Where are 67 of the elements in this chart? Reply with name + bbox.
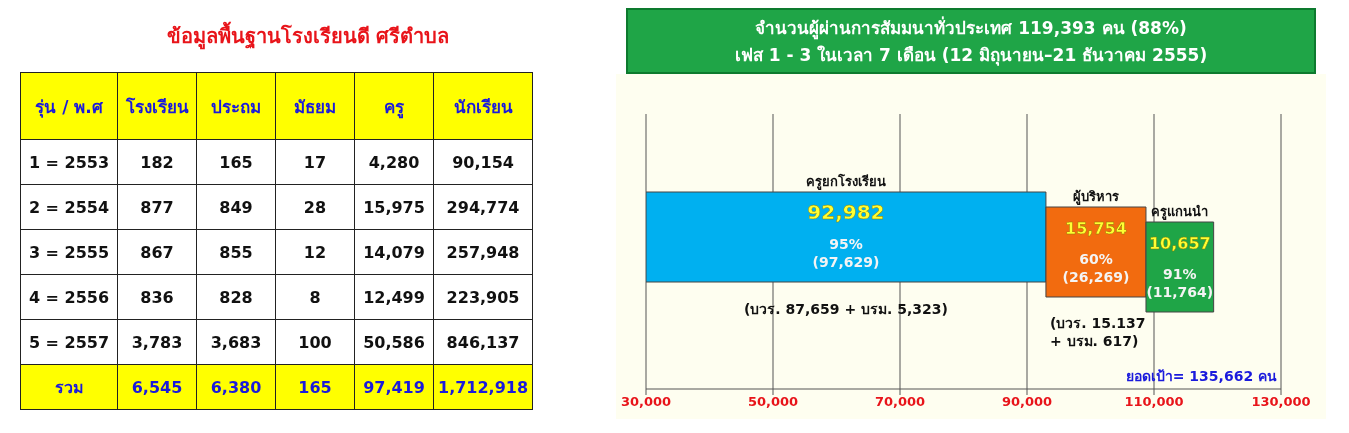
text: 855 <box>219 242 253 262</box>
text: 828 <box>219 287 253 307</box>
text: 223,905 <box>446 287 520 307</box>
text: 4,280 <box>368 152 420 172</box>
text: 182 <box>140 152 174 172</box>
text: 846,137 <box>446 332 520 352</box>
text: 877 <box>140 197 174 217</box>
text: 6,545 <box>131 377 183 397</box>
annotation: 95% <box>829 235 863 252</box>
text: 3,683 <box>210 332 262 352</box>
text: 867 <box>140 242 174 262</box>
category-label: โรงเรียน <box>117 72 197 140</box>
chart-title: จำนวนผู้ผ่านการสัมมนาทั่วประเทศ 119,393 คน (88%) <box>754 15 1188 41</box>
annotation: (บวร. 87,659 + บรม. 5,323) <box>743 300 948 317</box>
annotation: 60% <box>1079 250 1113 267</box>
chart-subtitle: เฟส 1 - 3 ในเวลา 7 เดือน (12 มิถุนายน–21 ธันวาคม 2555) <box>733 44 1209 68</box>
text: 849 <box>219 197 253 217</box>
text: 165 <box>219 152 253 172</box>
series-label: ผู้บริหาร <box>1072 188 1119 205</box>
text: 165 <box>298 377 332 397</box>
annotation: (บวร. 15.137 <box>1049 314 1146 331</box>
x-tick-label: 130,000 <box>1251 394 1311 410</box>
category-label: มัธยม <box>275 72 355 140</box>
text: 28 <box>303 197 327 217</box>
annotation: ยอดเป้า= 135,662 คน <box>1125 368 1277 384</box>
text: 836 <box>140 287 174 307</box>
text: 257,948 <box>446 242 520 262</box>
data-label: 92,982 <box>807 200 885 224</box>
x-tick-label: 110,000 <box>1124 394 1184 410</box>
text: 294,774 <box>446 197 520 217</box>
category-label: 4 = 2556 <box>28 287 110 307</box>
x-tick-label: 70,000 <box>874 394 926 410</box>
category-label: 3 = 2555 <box>28 242 110 262</box>
text: 100 <box>298 332 332 352</box>
category-label: รุ่น / พ.ศ <box>20 72 118 140</box>
text: ข้อมูลพื้นฐานโรงเรียนดี ศรีตำบล <box>165 20 451 52</box>
annotation: 91% <box>1163 265 1197 282</box>
x-tick-label: 90,000 <box>1001 394 1053 410</box>
annotation: (97,629) <box>812 253 880 270</box>
category-label: ครู <box>354 72 434 140</box>
text: 12 <box>303 242 327 262</box>
category-label: 2 = 2554 <box>28 197 110 217</box>
text: 8 <box>309 287 321 307</box>
annotation: + บรม. 617) <box>1049 332 1139 349</box>
data-label: 10,657 <box>1148 234 1211 253</box>
category-label: 1 = 2553 <box>28 152 110 172</box>
x-tick-label: 50,000 <box>747 394 799 410</box>
annotation: (26,269) <box>1062 268 1130 285</box>
text: 14,079 <box>363 242 425 262</box>
text: 12,499 <box>363 287 425 307</box>
text: 6,380 <box>210 377 262 397</box>
series-label: ครูยกโรงเรียน <box>805 172 886 190</box>
text: 97,419 <box>363 377 425 397</box>
text: 15,975 <box>363 197 425 217</box>
text: 1,712,918 <box>438 377 529 397</box>
category-label: 5 = 2557 <box>28 332 110 352</box>
series-label: ครูแกนนำ <box>1151 203 1209 220</box>
text: 90,154 <box>452 152 514 172</box>
text: 50,586 <box>363 332 425 352</box>
category-label: ประถม <box>196 72 276 140</box>
annotation: (11,764) <box>1146 283 1214 300</box>
x-tick-label: 30,000 <box>620 394 672 410</box>
category-label: นักเรียน <box>433 72 533 140</box>
data-label: 15,754 <box>1065 219 1127 238</box>
text: 3,783 <box>131 332 183 352</box>
category-label: รวม <box>54 377 84 397</box>
text: 17 <box>303 152 327 172</box>
